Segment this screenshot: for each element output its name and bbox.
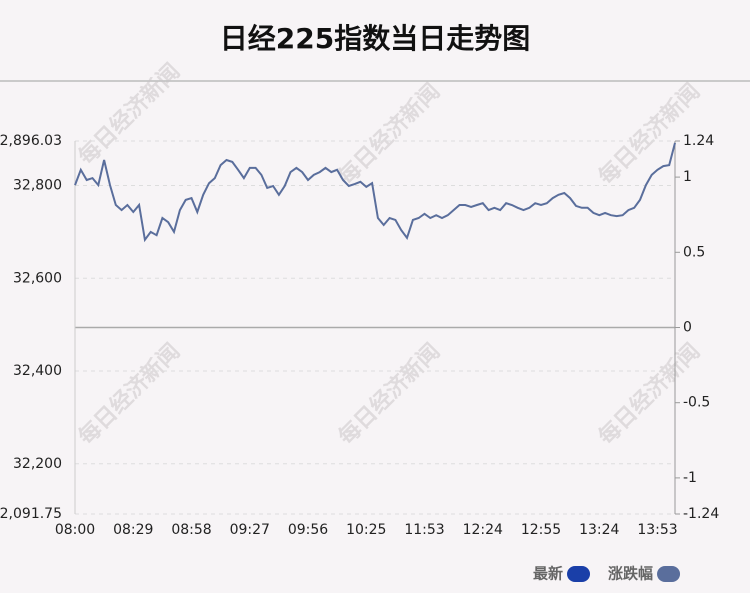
y2-tick-label: -1.24 [683,506,719,522]
y-tick-label: 32,896.03 [0,133,62,149]
x-tick-label: 10:25 [346,522,386,538]
y2-tick-label: 1.24 [683,133,714,149]
y-tick-label: 32,400 [13,363,62,379]
x-tick-label: 12:55 [521,522,561,538]
y2-tick-label: 0 [683,320,692,336]
y2-tick-label: -0.5 [683,395,710,411]
x-tick-label: 09:56 [288,522,328,538]
x-tick-label: 08:29 [113,522,153,538]
x-tick-label: 13:53 [637,522,677,538]
legend-swatch [567,566,591,582]
watermark: 每日经济新闻 [333,338,445,450]
x-tick-label: 09:27 [230,522,270,538]
x-tick-label: 11:53 [404,522,444,538]
x-tick-label: 13:24 [579,522,619,538]
y2-tick-label: -1 [683,470,697,486]
legend-label: 涨跌幅 [608,565,653,583]
x-tick-label: 12:24 [463,522,503,538]
price-line [74,142,676,243]
y-tick-label: 32,091.75 [0,506,62,522]
chart-title: 日经225指数当日走势图 [220,22,530,55]
legend-label: 最新 [533,565,563,583]
x-tick-label: 08:00 [55,522,95,538]
x-tick-label: 08:58 [171,522,211,538]
y2-tick-label: 1 [683,169,692,185]
y-tick-label: 32,200 [13,456,62,472]
y-tick-label: 32,800 [13,178,62,194]
watermark: 每日经济新闻 [73,58,185,170]
legend-swatch [657,566,681,582]
watermark: 每日经济新闻 [73,338,185,450]
watermark: 每日经济新闻 [333,78,445,190]
y-tick-label: 32,600 [13,270,62,286]
y2-tick-label: 0.5 [683,244,705,260]
